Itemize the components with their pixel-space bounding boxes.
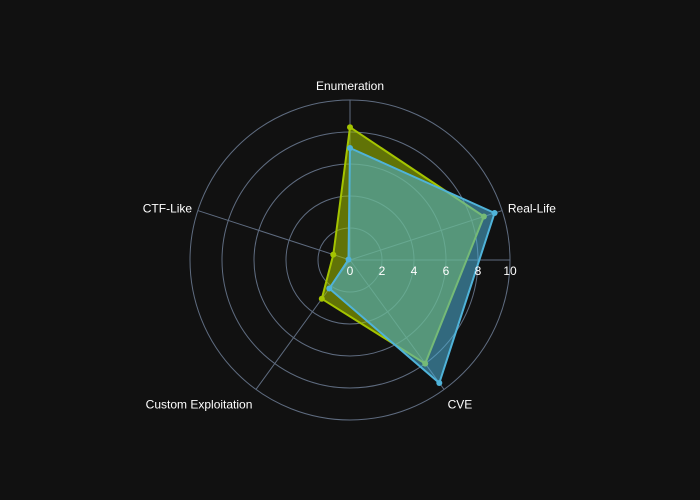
radial-tick-label: 10 bbox=[503, 264, 517, 278]
angular-label: Real-Life bbox=[508, 202, 556, 216]
angular-label: CTF-Like bbox=[143, 202, 193, 216]
series-2-point bbox=[345, 256, 352, 263]
radial-tick-label: 6 bbox=[443, 264, 450, 278]
series-2-area bbox=[328, 147, 496, 384]
angular-axis-labels: Enumeration Real-Life CVE Custom Exploitati… bbox=[143, 79, 556, 411]
radial-tick-labels: 0 2 4 6 8 10 bbox=[347, 264, 517, 278]
radial-tick-label: 2 bbox=[379, 264, 386, 278]
series-2-point bbox=[436, 380, 443, 386]
series-2-point bbox=[347, 145, 353, 151]
angular-label: Enumeration bbox=[316, 79, 384, 93]
angular-label: Custom Exploitation bbox=[146, 397, 253, 411]
radial-tick-label: 0 bbox=[347, 264, 354, 278]
angular-label: CVE bbox=[448, 397, 473, 411]
series-1-point bbox=[330, 251, 337, 258]
series-2-point bbox=[326, 285, 333, 292]
series-layer bbox=[318, 124, 498, 386]
series-2-point bbox=[491, 210, 498, 216]
radial-tick-label: 8 bbox=[475, 264, 482, 278]
series-1-point bbox=[347, 124, 353, 131]
radial-tick-label: 4 bbox=[411, 264, 418, 278]
series-1-point bbox=[318, 295, 325, 302]
grid-spoke bbox=[197, 210, 351, 261]
